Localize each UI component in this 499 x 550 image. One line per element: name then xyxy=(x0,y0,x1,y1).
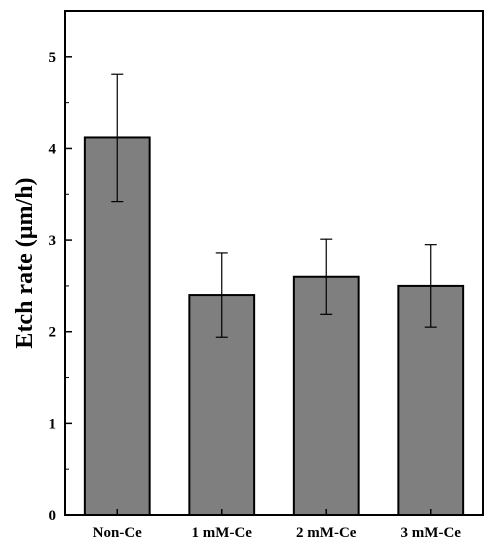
y-axis: 0 1 2 3 4 5 xyxy=(49,50,72,524)
error-bar xyxy=(320,238,333,315)
error-bars xyxy=(111,73,437,338)
x-tick-label: 1 mM-Ce xyxy=(192,525,253,541)
y-tick-label: 1 xyxy=(49,416,57,432)
y-tick-label: 0 xyxy=(49,508,57,524)
y-tick-label: 4 xyxy=(49,141,57,157)
y-tick-label: 3 xyxy=(49,233,57,249)
error-bar xyxy=(215,252,228,338)
y-axis-title: Etch rate (µm/h) xyxy=(12,177,38,348)
error-bar xyxy=(424,244,437,328)
bars xyxy=(83,136,465,516)
plot-frame xyxy=(64,10,484,516)
y-tick-label: 5 xyxy=(49,50,57,66)
y-tick-label: 2 xyxy=(49,325,57,341)
x-tick-label: Non-Ce xyxy=(93,525,143,541)
error-bar xyxy=(111,73,124,203)
x-tick-label: 3 mM-Ce xyxy=(401,525,462,541)
x-tick-label: 2 mM-Ce xyxy=(296,525,357,541)
bar xyxy=(397,284,465,516)
x-axis: Non-Ce 1 mM-Ce 2 mM-Ce 3 mM-Ce xyxy=(93,509,462,541)
